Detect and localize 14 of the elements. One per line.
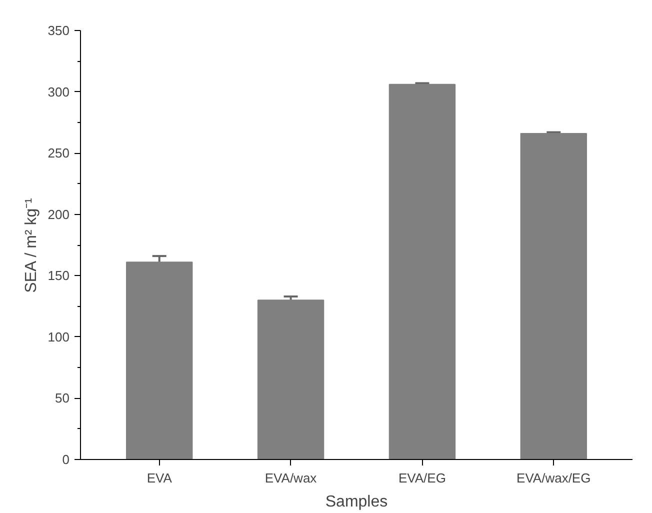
y-tick-label: 100: [48, 329, 70, 344]
y-tick-label: 300: [48, 84, 70, 100]
y-tick-label: 250: [48, 146, 70, 161]
x-tick-label: EVA/EG: [398, 470, 446, 486]
x-axis-title: Samples: [325, 494, 388, 510]
y-tick-label: 150: [48, 268, 70, 284]
y-tick-label: 50: [55, 390, 70, 406]
x-tick-label: EVA/wax/EG: [516, 470, 591, 486]
y-axis-title: SEA / m² kg⁻¹: [22, 198, 40, 293]
x-tick-label: EVA/wax: [264, 470, 318, 486]
x-tick-label: EVA: [146, 470, 172, 486]
y-tick-label: 0: [62, 452, 70, 467]
y-tick-label: 200: [48, 206, 70, 222]
y-tick-label: 350: [48, 23, 70, 38]
